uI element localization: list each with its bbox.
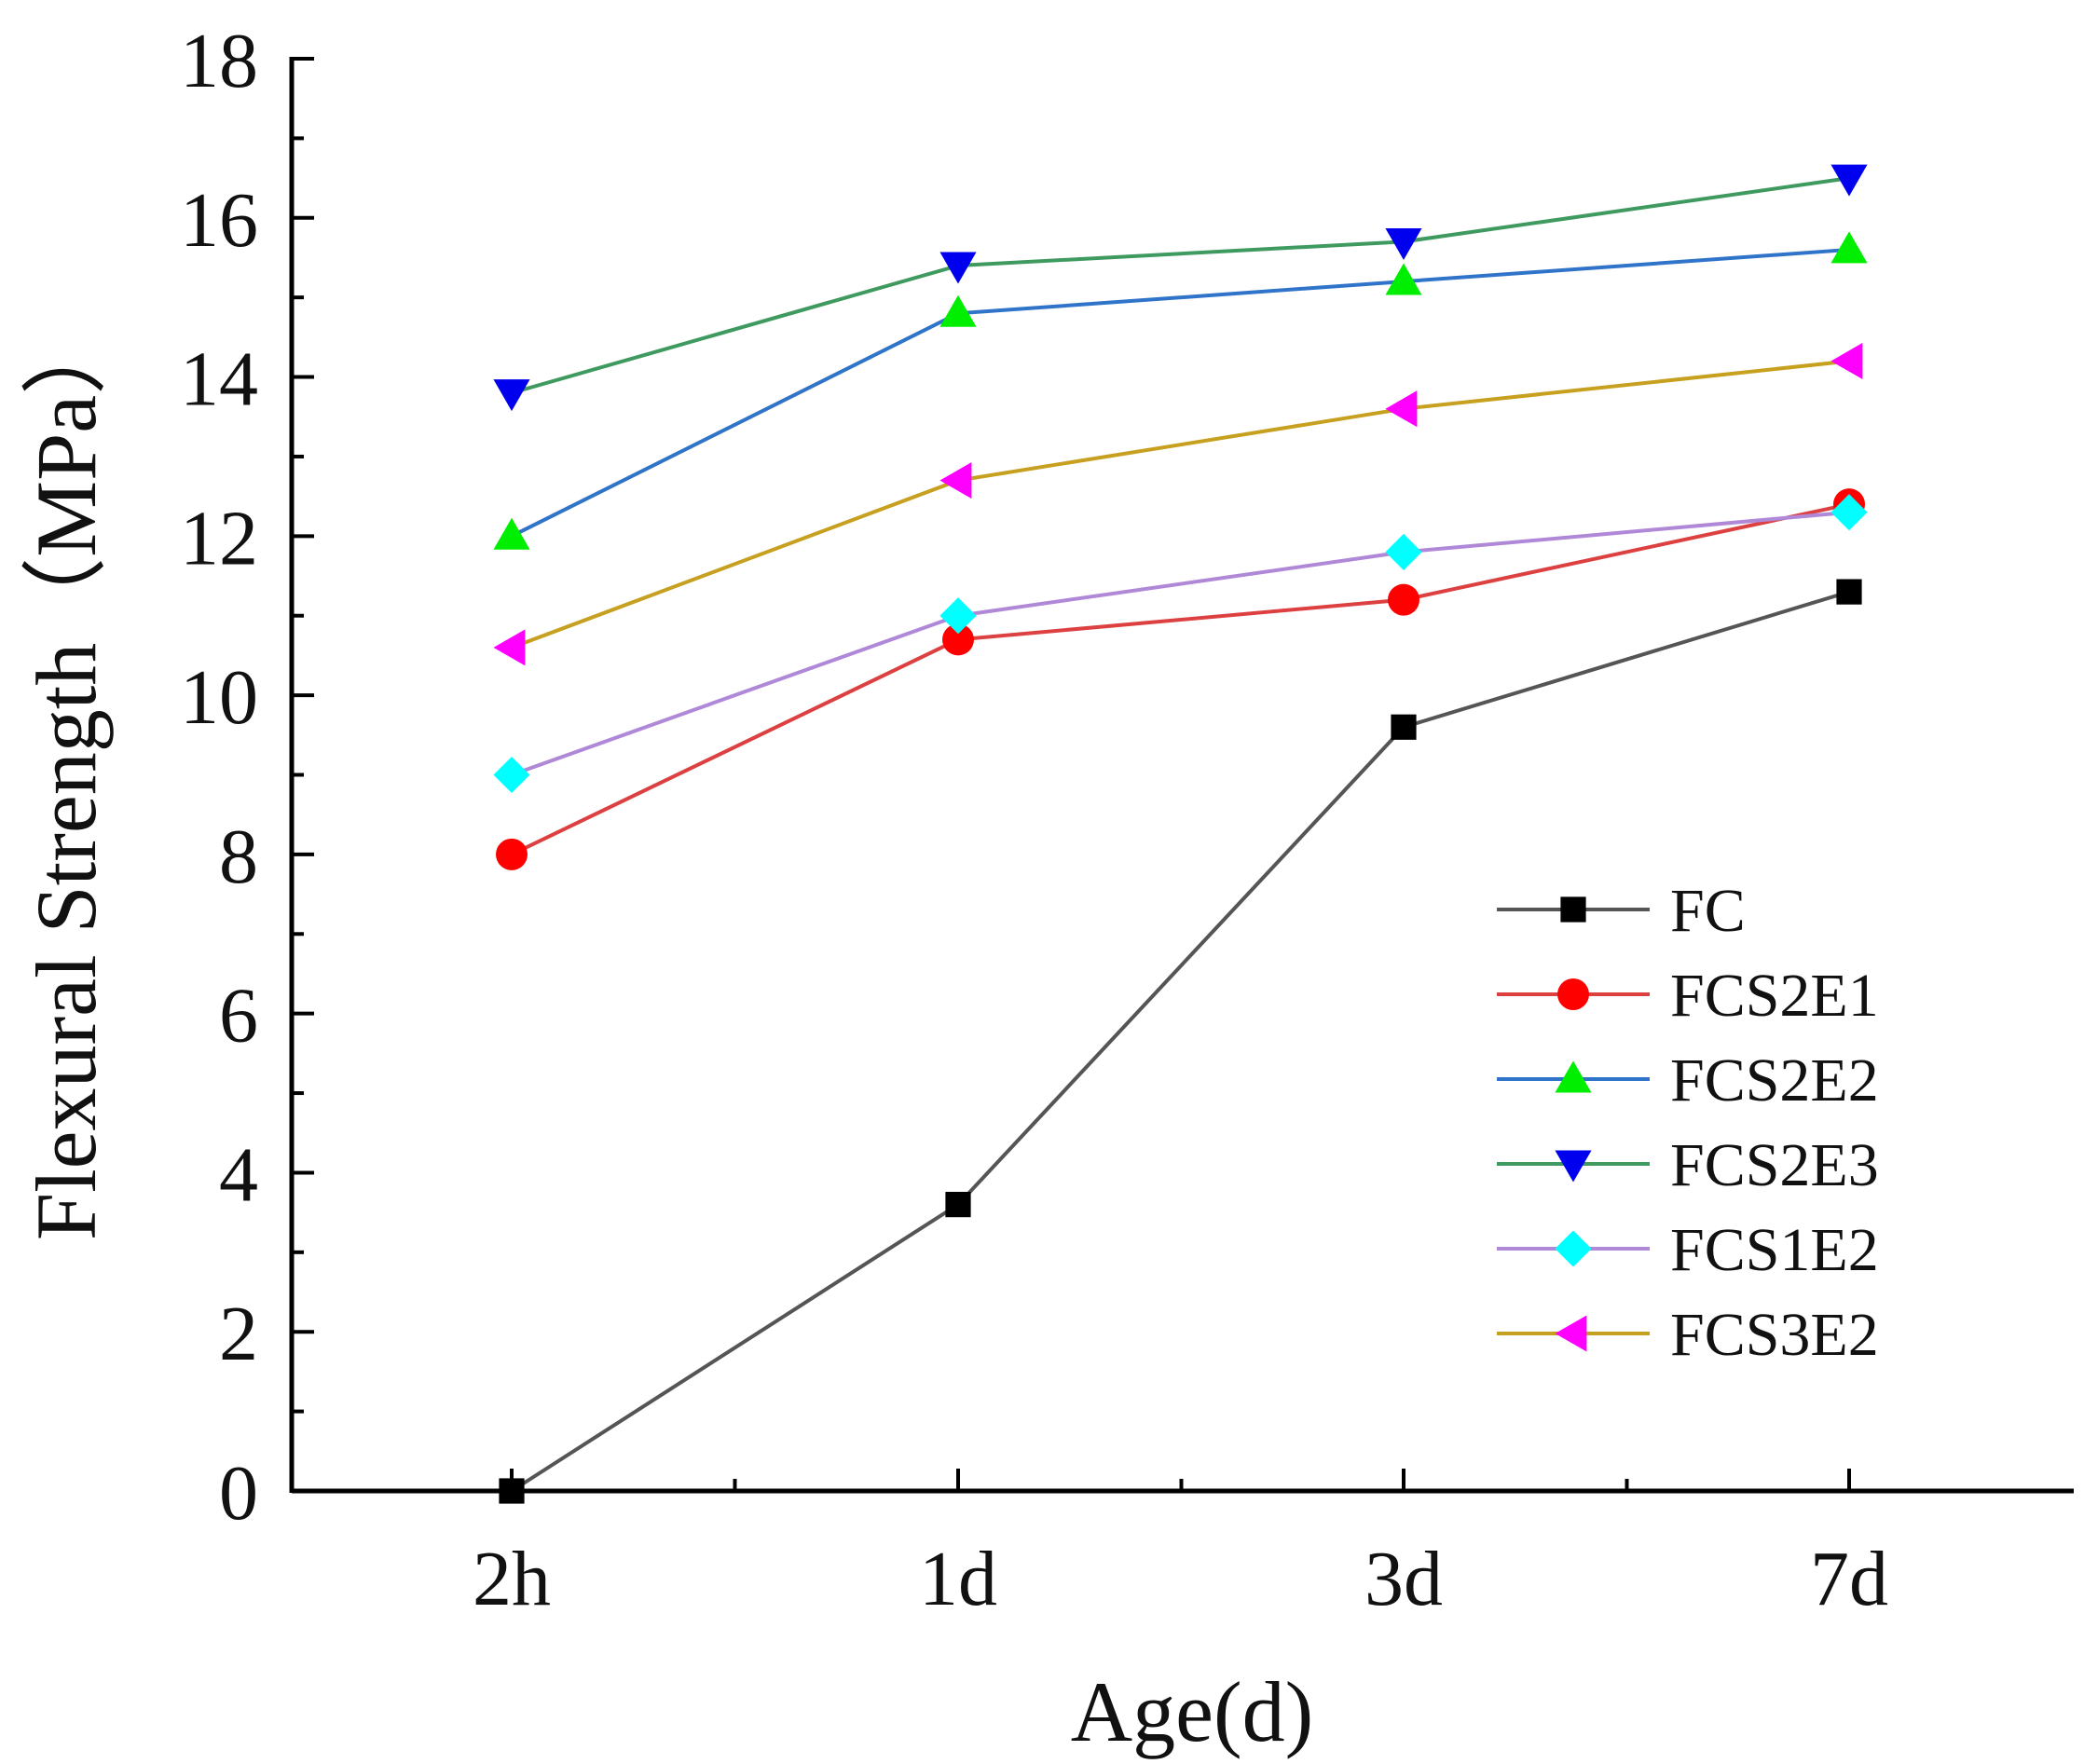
y-tick-label-2: 2 [219, 1291, 258, 1377]
legend: FC FCS2E1 FCS2E2 FCS2E3 FCS1E2 FCS3E2 [1497, 877, 1879, 1369]
legend-marker-fcs2e3 [1555, 1150, 1592, 1183]
series-line-fcs2e2 [511, 247, 1850, 539]
data-point-fcs2e2-7d [1830, 231, 1868, 264]
data-point-fcs2e2-2h [493, 517, 530, 550]
legend-label-fcs2e3: FCS2E3 [1670, 1131, 1879, 1199]
legend-marker-fcs1e2 [1555, 1230, 1592, 1267]
data-point-fcs1e2-7d [1830, 494, 1868, 531]
legend-marker-fcs2e1 [1557, 978, 1589, 1010]
legend-label-fc: FC [1670, 877, 1746, 945]
legend-label-fcs1e2: FCS1E2 [1670, 1216, 1879, 1284]
y-tick-label-18: 18 [180, 18, 258, 104]
x-axis-title: Age(d) [1071, 1664, 1314, 1759]
series-line-fcs2e3 [511, 176, 1850, 395]
y-tick-label-14: 14 [180, 336, 258, 423]
series-markers [493, 164, 1868, 1504]
series-line-fc [510, 590, 1850, 1493]
data-point-fcs3e2-7d [1830, 342, 1863, 380]
y-axis-title: Flexural Strength（MPa） [19, 309, 114, 1240]
series-lines [510, 176, 1850, 1493]
series-line-fcs2e1 [511, 502, 1850, 856]
data-point-fcs2e3-1d [939, 252, 977, 284]
y-tick-label-16: 16 [180, 177, 258, 264]
series-line-fcs3e2 [511, 359, 1850, 650]
data-point-fcs2e3-2h [493, 379, 530, 412]
data-point-fc-3d [1391, 714, 1417, 740]
data-point-fc-1d [945, 1192, 971, 1218]
y-tick-label-12: 12 [180, 495, 258, 581]
data-point-fcs3e2-3d [1385, 390, 1418, 428]
y-tick-label-8: 8 [219, 814, 258, 900]
data-point-fcs1e2-3d [1385, 533, 1422, 570]
data-point-fcs2e1-3d [1388, 583, 1419, 616]
series-line-fcs1e2 [511, 510, 1850, 777]
legend-marker-fcs2e2 [1555, 1060, 1592, 1093]
legend-label-fcs2e1: FCS2E1 [1670, 962, 1879, 1030]
data-point-fcs2e3-7d [1830, 164, 1868, 197]
legend-label-fcs2e2: FCS2E2 [1670, 1046, 1879, 1114]
legend-label-fcs3e2: FCS3E2 [1670, 1301, 1879, 1369]
data-point-fcs2e3-3d [1385, 227, 1422, 260]
data-point-fc-7d [1836, 579, 1862, 605]
y-tick-label-10: 10 [180, 654, 258, 741]
data-point-fcs3e2-1d [939, 462, 972, 499]
data-point-fcs2e1-1d [942, 623, 974, 656]
x-tick-label-1d: 1d [919, 1536, 997, 1622]
x-tick-label-3d: 3d [1364, 1536, 1443, 1622]
y-tick-label-6: 6 [219, 973, 258, 1060]
data-point-fcs2e2-3d [1385, 263, 1422, 295]
data-point-fcs1e2-2h [493, 756, 530, 794]
data-point-fcs3e2-2h [493, 629, 526, 666]
ticks: 0 2 4 6 8 10 12 14 16 18 2h 1d 3d 7d [180, 18, 1888, 1622]
data-point-fcs1e2-1d [939, 597, 977, 635]
x-tick-label-7d: 7d [1810, 1536, 1888, 1622]
legend-marker-fcs3e2 [1555, 1315, 1587, 1352]
y-tick-label-0: 0 [219, 1450, 258, 1537]
data-point-fcs2e2-1d [939, 294, 977, 327]
y-tick-label-4: 4 [219, 1131, 258, 1218]
data-point-fcs2e1-2h [496, 838, 528, 870]
legend-marker-fc [1560, 896, 1586, 923]
x-tick-label-2h: 2h [473, 1536, 551, 1622]
